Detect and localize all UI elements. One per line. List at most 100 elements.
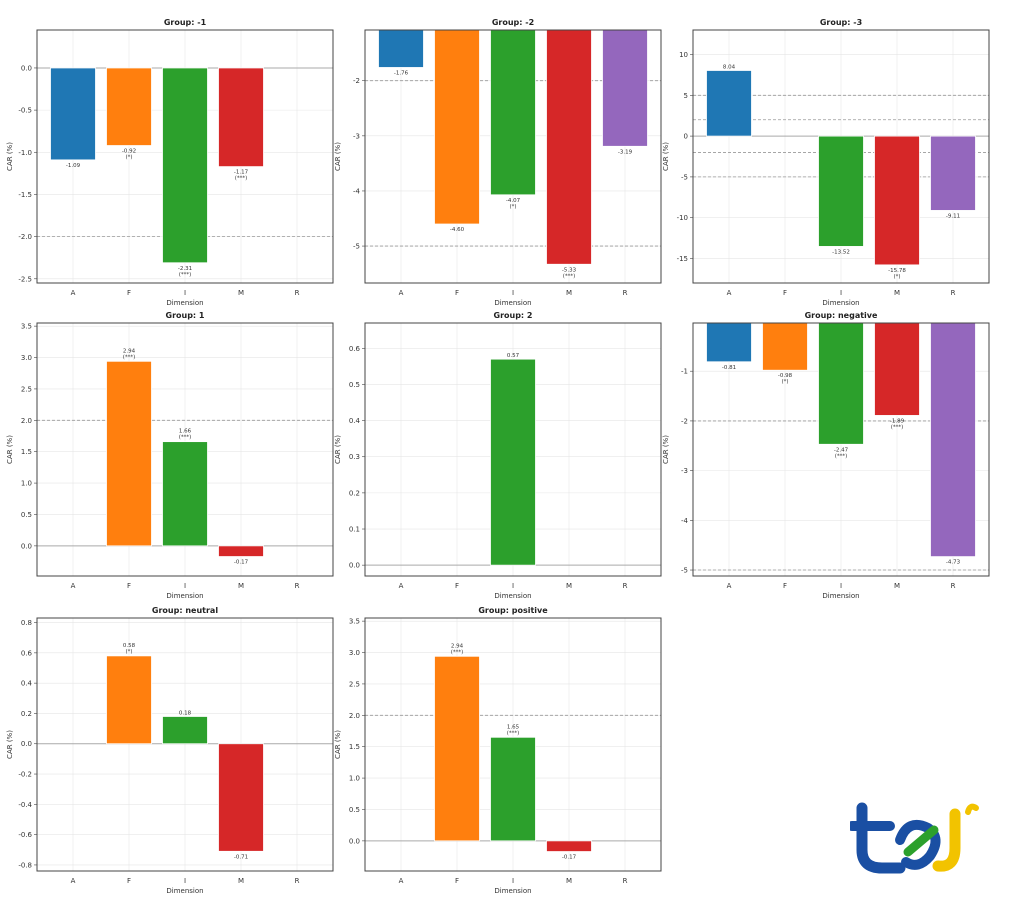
bar-F — [106, 360, 152, 547]
y-tick-label: 0.2 — [349, 489, 360, 497]
y-axis-label: CAR (%) — [334, 730, 342, 759]
chart-panel-6: Group: neutral 0.8 0.6 0.4 0.2 0.0 -0.2 -0.4 -0.… — [6, 606, 334, 895]
x-tick-label: M — [238, 582, 244, 590]
y-tick-label: 0.0 — [21, 64, 32, 72]
bar-M — [546, 840, 592, 852]
bar-I — [490, 358, 536, 566]
chart-panel-4: Group: 2 0.6 0.5 0.4 0.3 0.2 0.1 0.0 A F I M R 0.57 Di… — [334, 311, 662, 600]
value-label: -0.17 — [234, 560, 249, 566]
x-tick-label: I — [840, 582, 842, 590]
y-tick-label: -5 — [353, 243, 360, 251]
x-tick-label: F — [455, 289, 459, 297]
bar-F — [106, 67, 152, 146]
chart-panel-3: Group: 1 3.5 3.0 2.5 2.0 1.5 1.0 0.5 0.0 A F I M R 2.9… — [6, 311, 334, 600]
x-tick-label: A — [71, 289, 76, 297]
chart-panel-1: Group: -2 -2 -3 -4 -5 A F I M R -1.76 -4.60 -4.07(*)… — [334, 18, 662, 307]
bar-M — [218, 545, 264, 557]
significance-label: (*) — [893, 274, 900, 280]
y-tick-label: 2.5 — [21, 385, 32, 393]
chart-title: Group: -3 — [820, 18, 862, 27]
value-label: -1.09 — [66, 163, 81, 169]
value-label: 8.04 — [723, 64, 736, 70]
value-label: -0.92 — [122, 149, 136, 155]
y-tick-label: -3 — [681, 467, 688, 475]
x-tick-label: M — [238, 877, 244, 885]
x-tick-label: I — [512, 582, 514, 590]
x-tick-label: R — [623, 582, 628, 590]
value-label: -1.17 — [234, 170, 249, 176]
x-tick-label: F — [783, 582, 787, 590]
y-tick-label: 0.1 — [349, 526, 360, 534]
y-tick-label: -4 — [681, 517, 689, 525]
x-tick-label: A — [399, 877, 404, 885]
x-tick-label: F — [455, 877, 459, 885]
y-tick-label: -4 — [353, 187, 361, 195]
x-axis-label: Dimension — [494, 887, 531, 895]
x-axis-label: Dimension — [166, 592, 203, 600]
y-tick-label: 5 — [684, 92, 688, 100]
x-tick-label: I — [512, 877, 514, 885]
y-tick-label: 3.0 — [21, 354, 32, 362]
chart-title: Group: negative — [805, 311, 878, 320]
x-axis-label: Dimension — [494, 299, 531, 307]
significance-label: (***) — [507, 730, 520, 736]
y-tick-label: -5 — [681, 173, 688, 181]
x-tick-label: R — [295, 582, 300, 590]
y-axis-label: CAR (%) — [662, 435, 670, 464]
value-label: -1.76 — [394, 70, 409, 76]
bar-M — [874, 323, 920, 416]
x-tick-label: R — [951, 289, 956, 297]
value-label: -0.81 — [722, 365, 736, 371]
value-label: -5.33 — [562, 267, 577, 273]
x-tick-label: F — [783, 289, 787, 297]
x-tick-label: A — [399, 289, 404, 297]
x-tick-label: F — [127, 289, 131, 297]
bar-A — [50, 67, 96, 161]
y-axis-label: CAR (%) — [6, 435, 14, 464]
y-tick-label: 0.4 — [21, 680, 33, 688]
y-tick-label: 1.5 — [21, 448, 32, 456]
x-axis-label: Dimension — [166, 887, 203, 895]
y-tick-label: -2.0 — [18, 233, 32, 241]
y-tick-label: 10 — [679, 51, 688, 59]
y-axis-label: CAR (%) — [6, 730, 14, 759]
y-tick-label: -0.2 — [18, 771, 32, 779]
bar-I — [162, 441, 208, 547]
bar-A — [706, 70, 752, 137]
x-tick-label: R — [623, 877, 628, 885]
bar-I — [818, 135, 864, 247]
x-tick-label: R — [295, 877, 300, 885]
chart-title: Group: 1 — [166, 311, 205, 320]
y-tick-label: -1 — [681, 368, 688, 376]
y-tick-label: -0.6 — [18, 831, 32, 839]
x-tick-label: R — [951, 582, 956, 590]
x-tick-label: M — [566, 289, 572, 297]
tej-logo — [850, 802, 979, 874]
y-tick-label: -0.5 — [18, 107, 32, 115]
y-tick-label: 0.3 — [349, 453, 360, 461]
chart-panel-2: Group: -3 10 5 0 -5 -10 -15 A F I M R 8.04 -13.52 -15.… — [662, 18, 990, 307]
value-label: -3.19 — [618, 149, 633, 155]
bar-F — [434, 655, 480, 842]
value-label: -4.60 — [450, 227, 465, 233]
chart-title: Group: -1 — [164, 18, 207, 27]
y-tick-label: 1.5 — [349, 743, 360, 751]
value-label: -4.73 — [946, 560, 961, 566]
significance-label: (***) — [891, 424, 904, 430]
x-tick-label: M — [894, 582, 900, 590]
y-tick-label: 0.0 — [21, 740, 32, 748]
x-tick-label: A — [71, 877, 76, 885]
y-tick-label: -15 — [677, 255, 688, 263]
x-axis-label: Dimension — [822, 299, 859, 307]
value-label: 0.58 — [123, 643, 136, 649]
bar-M — [218, 743, 264, 852]
x-tick-label: M — [894, 289, 900, 297]
value-label: 0.18 — [179, 710, 192, 716]
significance-label: (***) — [235, 176, 248, 182]
significance-label: (***) — [123, 354, 136, 360]
value-label: -1.89 — [890, 418, 905, 424]
bar-F — [434, 30, 480, 225]
x-tick-label: M — [566, 877, 572, 885]
y-tick-label: 2.0 — [21, 417, 32, 425]
chart-panel-7: Group: positive 3.5 3.0 2.5 2.0 1.5 1.0 0.5 0.0 A… — [334, 606, 662, 895]
